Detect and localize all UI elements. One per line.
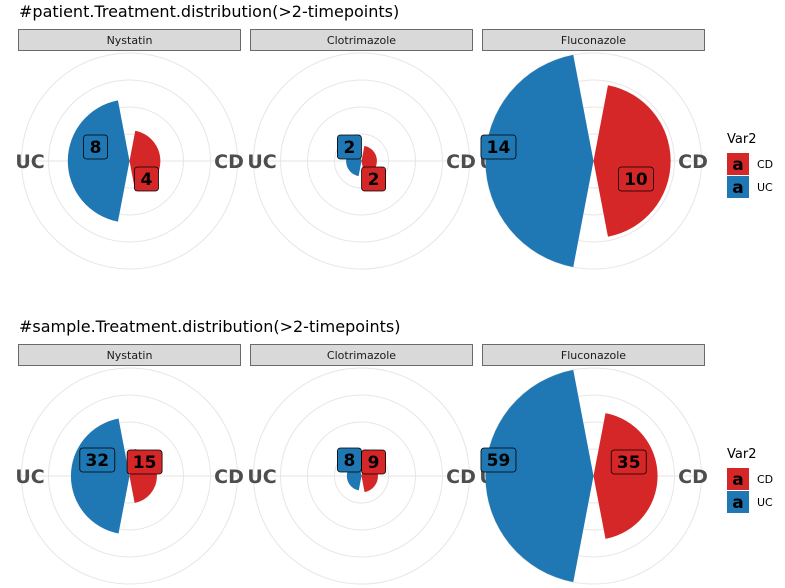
facet-strip-label: Fluconazole xyxy=(561,349,626,362)
value-label-uc: 2 xyxy=(336,134,362,160)
value-label-text: 14 xyxy=(487,138,511,158)
legend-key-glyph: a xyxy=(732,178,743,198)
value-label-box xyxy=(126,449,163,475)
legend-key-uc xyxy=(727,491,749,513)
facet-clotrimazole: Clotrimazole UC CD 98 xyxy=(247,344,476,585)
legend-key-glyph: a xyxy=(732,155,743,175)
axis-label-cd: CD xyxy=(214,151,244,173)
value-label-text: 9 xyxy=(368,453,380,473)
value-label-text: 8 xyxy=(343,451,355,471)
value-label-box xyxy=(336,447,362,473)
axis-label-cd: CD xyxy=(678,466,708,488)
value-label-text: 59 xyxy=(487,451,511,471)
legend-key-cd xyxy=(727,153,749,175)
value-label-cd: 10 xyxy=(618,166,654,192)
axis-label-uc: UC xyxy=(15,466,44,488)
value-label-text: 2 xyxy=(343,138,355,158)
value-label-cd: 15 xyxy=(126,449,163,475)
value-label-text: 10 xyxy=(624,170,648,190)
facet-strip-label: Nystatin xyxy=(107,34,153,47)
value-label-box xyxy=(361,166,387,192)
value-label-box xyxy=(134,166,159,192)
legend: Var2 a CD a UC xyxy=(727,447,773,513)
legend-title: Var2 xyxy=(727,132,756,147)
axis-label-uc: UC xyxy=(247,151,276,173)
value-label-text: 2 xyxy=(368,170,380,190)
value-label-text: 8 xyxy=(90,138,102,158)
legend-entry-uc: UC xyxy=(757,181,773,194)
legend-entry-cd: CD xyxy=(757,473,773,486)
chart-title: #sample.Treatment.distribution(>2-timepo… xyxy=(19,317,400,336)
facet-strip xyxy=(18,29,241,51)
facet-clotrimazole: Clotrimazole UC CD 22 xyxy=(247,29,476,270)
facet-strip-label: Nystatin xyxy=(107,349,153,362)
value-label-text: 35 xyxy=(617,453,641,473)
bar-cd xyxy=(593,85,671,237)
legend-title: Var2 xyxy=(727,447,756,462)
legend-key-glyph: a xyxy=(732,493,743,513)
value-label-box xyxy=(480,134,517,160)
bar-uc xyxy=(485,54,594,268)
axis-label-cd: CD xyxy=(446,151,476,173)
facet-fluconazole: FluconazoleUCCD3559 xyxy=(479,344,708,585)
legend-entry-uc: UC xyxy=(757,496,773,509)
bar-uc xyxy=(67,100,130,222)
value-label-uc: 8 xyxy=(336,447,362,473)
facet-strip-label: Fluconazole xyxy=(561,34,626,47)
value-label-box xyxy=(610,449,647,475)
value-label-cd: 4 xyxy=(134,166,159,192)
facet-strip-label: Clotrimazole xyxy=(327,34,396,47)
bar-uc xyxy=(485,369,594,583)
value-label-uc: 14 xyxy=(480,134,517,160)
facet-strip xyxy=(482,29,705,51)
axis-label-uc: UC xyxy=(15,151,44,173)
legend-key-glyph: a xyxy=(732,470,743,490)
legend-key-uc xyxy=(727,176,749,198)
facet-strip xyxy=(18,344,241,366)
value-label-box xyxy=(79,447,116,473)
facet-nystatin: Nystatin UC CD 4 8 xyxy=(15,29,244,270)
axis-label-cd: CD xyxy=(214,466,244,488)
chart-block-1: #patient.Treatment.distribution(>2-timep… xyxy=(15,2,773,270)
value-label-cd: 2 xyxy=(361,166,387,192)
value-label-box xyxy=(618,166,654,192)
value-label-cd: 9 xyxy=(361,449,387,475)
facet-strip xyxy=(482,344,705,366)
value-label-text: 15 xyxy=(133,453,157,473)
value-label-uc: 8 xyxy=(83,134,108,160)
value-label-text: 32 xyxy=(85,451,109,471)
chart-title: #patient.Treatment.distribution(>2-timep… xyxy=(19,2,399,21)
axis-label-cd: CD xyxy=(678,151,708,173)
value-label-cd: 35 xyxy=(610,449,647,475)
legend: Var2 a CD a UC xyxy=(727,132,773,198)
facet-strip xyxy=(250,344,473,366)
chart-block-2: #sample.Treatment.distribution(>2-timepo… xyxy=(15,317,773,585)
value-label-box xyxy=(83,134,108,160)
value-label-uc: 32 xyxy=(79,447,116,473)
value-label-uc: 59 xyxy=(480,447,517,473)
axis-label-uc: UC xyxy=(247,466,276,488)
facet-fluconazole: FluconazoleUCCD1014 xyxy=(479,29,708,270)
value-label-box xyxy=(480,447,517,473)
value-label-box xyxy=(336,134,362,160)
legend-entry-cd: CD xyxy=(757,158,773,171)
bar-uc xyxy=(70,418,130,534)
facet-nystatin: Nystatin UC CD 15 32 xyxy=(15,344,244,585)
facet-strip-label: Clotrimazole xyxy=(327,349,396,362)
legend-key-cd xyxy=(727,468,749,490)
bar-cd xyxy=(593,413,658,539)
value-label-text: 4 xyxy=(141,170,153,190)
facet-strip xyxy=(250,29,473,51)
axis-label-cd: CD xyxy=(446,466,476,488)
